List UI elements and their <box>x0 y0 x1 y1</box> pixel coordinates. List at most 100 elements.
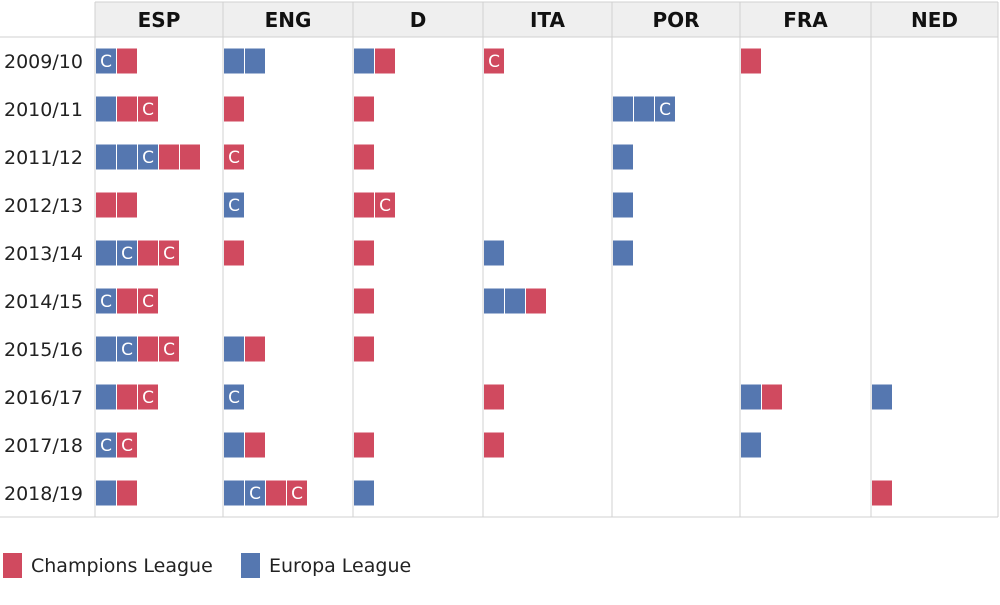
champions-league-mark <box>484 432 504 458</box>
mark-box <box>224 384 244 410</box>
mark-box <box>224 192 244 218</box>
mark-box <box>741 432 761 458</box>
champions-league-mark <box>741 48 761 74</box>
europa-league-winner-mark: C <box>96 432 116 458</box>
champions-league-mark <box>266 480 286 506</box>
mark-box <box>138 144 158 170</box>
champions-league-mark <box>138 336 158 362</box>
champion-letter: C <box>100 52 112 72</box>
champions-league-mark <box>484 384 504 410</box>
champions-league-winner-mark: C <box>484 48 504 74</box>
europa-league-mark <box>96 240 116 266</box>
mark-box <box>96 192 116 218</box>
mark-box <box>96 240 116 266</box>
europa-league-mark <box>505 288 525 314</box>
season-label: 2011/12 <box>4 147 83 169</box>
mark-box <box>266 480 286 506</box>
mark-box <box>117 480 137 506</box>
mark-box <box>484 48 504 74</box>
mark-box <box>96 336 116 362</box>
champions-league-mark <box>354 288 374 314</box>
champions-league-winner-mark: C <box>138 96 158 122</box>
europa-league-mark <box>96 144 116 170</box>
mark-box <box>354 336 374 362</box>
mark-box <box>224 144 244 170</box>
legend-label: Champions League <box>31 555 213 577</box>
champions-league-mark <box>762 384 782 410</box>
europa-league-mark <box>634 96 654 122</box>
champions-league-mark <box>245 432 265 458</box>
europa-league-mark <box>224 432 244 458</box>
europa-league-winner-mark: C <box>96 48 116 74</box>
champions-league-mark <box>224 240 244 266</box>
mark-box <box>245 480 265 506</box>
europa-league-winner-mark: C <box>245 480 265 506</box>
season-label: 2013/14 <box>4 243 83 265</box>
mark-box <box>634 96 654 122</box>
europa-league-winner-mark: C <box>224 384 244 410</box>
champions-league-mark <box>117 384 137 410</box>
mark-box <box>354 240 374 266</box>
champion-letter: C <box>142 388 154 408</box>
season-label: 2014/15 <box>4 291 83 313</box>
mark-box <box>484 240 504 266</box>
season-label: 2012/13 <box>4 195 83 217</box>
champions-league-mark <box>138 240 158 266</box>
season-label: 2015/16 <box>4 339 83 361</box>
mark-box <box>96 96 116 122</box>
europa-league-mark <box>741 432 761 458</box>
mark-box <box>224 48 244 74</box>
europa-league-mark <box>96 480 116 506</box>
column-header: ITA <box>530 8 566 32</box>
europa-league-mark <box>484 240 504 266</box>
europa-league-winner-mark: C <box>96 288 116 314</box>
champion-letter: C <box>163 340 175 360</box>
champions-league-mark <box>354 192 374 218</box>
mark-box <box>287 480 307 506</box>
champions-league-mark <box>354 336 374 362</box>
mark-box <box>354 192 374 218</box>
mark-box <box>96 480 116 506</box>
mark-box <box>354 144 374 170</box>
champions-league-winner-mark: C <box>159 336 179 362</box>
europa-league-mark <box>613 240 633 266</box>
season-label: 2018/19 <box>4 483 83 505</box>
champion-letter: C <box>142 292 154 312</box>
champion-letter: C <box>228 388 240 408</box>
champion-letter: C <box>291 484 303 504</box>
column-header: NED <box>911 8 958 32</box>
mark-box <box>484 384 504 410</box>
tournament-marks: C CC CC CC CC CC CC CC CC CC C <box>96 48 892 506</box>
mark-box <box>526 288 546 314</box>
mark-box <box>96 48 116 74</box>
champions-league-mark <box>117 288 137 314</box>
champions-league-mark <box>354 96 374 122</box>
champion-letter: C <box>100 292 112 312</box>
mark-box <box>245 432 265 458</box>
champions-league-winner-mark: C <box>138 384 158 410</box>
champions-league-mark <box>180 144 200 170</box>
legend-swatch <box>241 553 260 578</box>
champions-league-mark <box>526 288 546 314</box>
header-row: ESP ENG D ITA POR FRA NED <box>95 2 998 37</box>
europa-league-mark <box>354 480 374 506</box>
champions-league-mark <box>117 96 137 122</box>
champions-league-winner-mark: C <box>138 288 158 314</box>
mark-box <box>224 432 244 458</box>
champion-letter: C <box>142 148 154 168</box>
mark-box <box>117 384 137 410</box>
mark-box <box>354 432 374 458</box>
column-header: ENG <box>265 8 312 32</box>
champion-letter: C <box>228 148 240 168</box>
mark-box <box>117 240 137 266</box>
mark-box <box>117 336 137 362</box>
champions-league-winner-mark: C <box>375 192 395 218</box>
europa-league-mark <box>117 144 137 170</box>
grid-lines <box>0 1 999 518</box>
mark-box <box>117 96 137 122</box>
season-label: 2009/10 <box>4 51 83 73</box>
mark-box <box>224 480 244 506</box>
champions-league-mark <box>375 48 395 74</box>
legend-item: Europa League <box>241 553 411 578</box>
